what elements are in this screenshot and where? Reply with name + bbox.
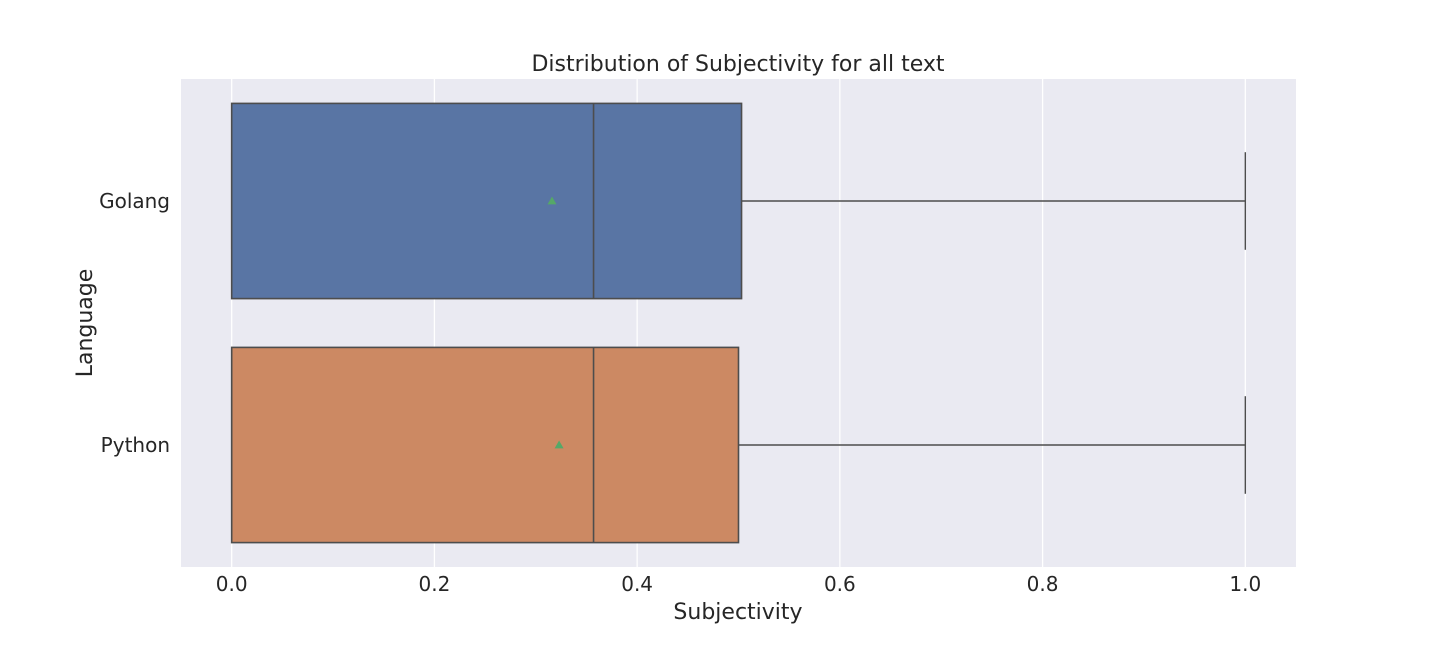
y-tick-label: Golang	[99, 189, 170, 213]
x-tick-label: 0.8	[1027, 572, 1059, 596]
mean-marker	[554, 440, 564, 449]
boxes	[230, 102, 1247, 544]
ticks: 0.0 0.2 0.4 0.6 0.8 1.0 Golang Python	[99, 189, 1261, 596]
x-tick-label: 0.2	[419, 572, 451, 596]
box-iqr	[230, 346, 740, 544]
box-group	[230, 102, 1247, 300]
x-axis-label: Subjectivity	[673, 600, 802, 625]
y-axis-label: Language	[73, 269, 98, 378]
x-tick-label: 1.0	[1229, 572, 1261, 596]
x-tick-label: 0.6	[824, 572, 856, 596]
chart-title: Distribution of Subjectivity for all tex…	[531, 52, 944, 77]
x-tick-label: 0.0	[216, 572, 248, 596]
box-group	[230, 346, 1247, 544]
mean-marker	[547, 196, 557, 205]
box-iqr	[230, 102, 743, 300]
y-tick-label: Python	[101, 433, 170, 457]
x-tick-label: 0.4	[621, 572, 653, 596]
